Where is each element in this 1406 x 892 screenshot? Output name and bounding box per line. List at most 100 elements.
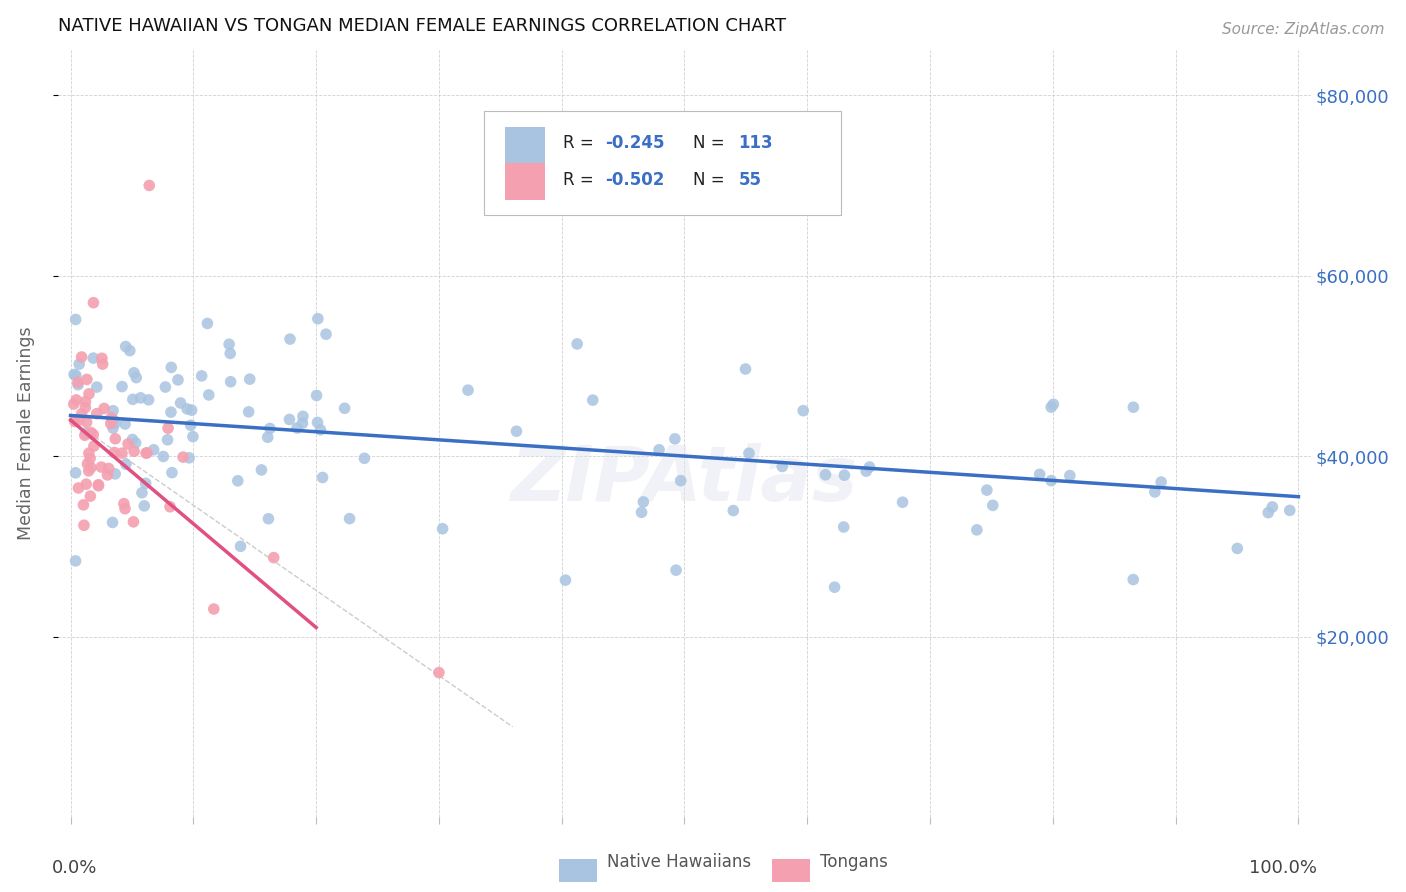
Point (155, 380, 177, 394)
Point (66, 377, 89, 392)
Y-axis label: Median Female Earnings: Median Female Earnings (17, 326, 35, 541)
Point (121, 433, 143, 447)
Point (91, 357, 114, 371)
Point (218, 337, 240, 351)
Point (1150, 475, 1173, 489)
Point (770, 459, 793, 474)
Point (259, 421, 281, 435)
Point (77, 464, 100, 478)
Point (101, 413, 124, 427)
Point (181, 430, 204, 444)
Point (1042, 397, 1064, 411)
Point (278, 332, 301, 346)
Point (505, 424, 527, 438)
Point (114, 417, 136, 431)
Point (814, 467, 837, 482)
Point (1059, 468, 1081, 483)
Bar (560, 859, 596, 882)
Point (79, 451, 101, 466)
Point (180, 403, 202, 417)
Text: NATIVE HAWAIIAN VS TONGAN MEDIAN FEMALE EARNINGS CORRELATION CHART: NATIVE HAWAIIAN VS TONGAN MEDIAN FEMALE … (58, 17, 786, 35)
Point (134, 499, 156, 513)
Point (734, 362, 756, 376)
Point (256, 430, 278, 444)
Text: Native Hawaiians: Native Hawaiians (607, 853, 751, 871)
Point (63, 368, 86, 382)
Point (353, 451, 375, 466)
Point (834, 468, 856, 483)
Point (738, 446, 761, 460)
Point (981, 499, 1004, 513)
Point (1122, 401, 1144, 415)
Point (219, 346, 242, 360)
Point (67, 357, 90, 371)
Text: -0.502: -0.502 (606, 170, 665, 188)
Point (67, 413, 90, 427)
Point (114, 339, 136, 353)
Point (90, 460, 112, 475)
Point (285, 421, 308, 435)
Point (86, 380, 108, 394)
Point (101, 516, 124, 530)
Point (121, 392, 143, 407)
Point (858, 460, 880, 475)
Point (160, 405, 183, 419)
Point (309, 423, 332, 437)
Point (104, 416, 127, 430)
Point (112, 497, 135, 511)
FancyBboxPatch shape (484, 112, 841, 215)
Point (77, 387, 100, 401)
Point (100, 410, 122, 425)
Point (136, 446, 159, 460)
Point (70, 350, 93, 364)
Point (152, 450, 174, 464)
Point (278, 412, 301, 426)
Point (80, 460, 103, 475)
Point (197, 388, 219, 402)
Point (80, 425, 103, 440)
Point (311, 470, 333, 484)
Point (291, 416, 314, 430)
Point (1040, 474, 1063, 488)
Point (250, 463, 273, 477)
Point (86, 407, 108, 421)
Point (87, 477, 110, 491)
Point (103, 445, 125, 459)
Text: R =: R = (562, 135, 599, 153)
Point (1226, 541, 1249, 556)
Text: Source: ZipAtlas.com: Source: ZipAtlas.com (1222, 22, 1385, 37)
Point (122, 366, 145, 380)
Point (333, 401, 356, 416)
Point (122, 444, 145, 458)
Point (1122, 573, 1144, 587)
Point (118, 343, 141, 358)
Point (263, 550, 285, 565)
Text: ZIPAtlas: ZIPAtlas (510, 442, 858, 516)
Point (114, 501, 136, 516)
Point (67, 481, 90, 495)
Point (190, 368, 212, 383)
Point (177, 450, 200, 465)
Point (229, 539, 252, 553)
Point (582, 393, 605, 408)
Point (117, 437, 139, 451)
Bar (505, 163, 546, 200)
Point (976, 483, 998, 497)
Point (135, 446, 157, 460)
Point (62, 397, 84, 411)
Bar (505, 127, 546, 163)
Point (63, 414, 86, 428)
Point (202, 602, 225, 616)
Point (792, 403, 814, 417)
Point (824, 580, 846, 594)
Point (1278, 503, 1301, 517)
Text: R =: R = (562, 170, 599, 188)
Point (65, 368, 87, 383)
Point (73, 428, 96, 442)
Point (122, 515, 145, 529)
Point (891, 495, 914, 509)
Point (75, 401, 97, 415)
Point (855, 464, 877, 478)
Point (135, 476, 157, 491)
Point (82, 351, 104, 365)
